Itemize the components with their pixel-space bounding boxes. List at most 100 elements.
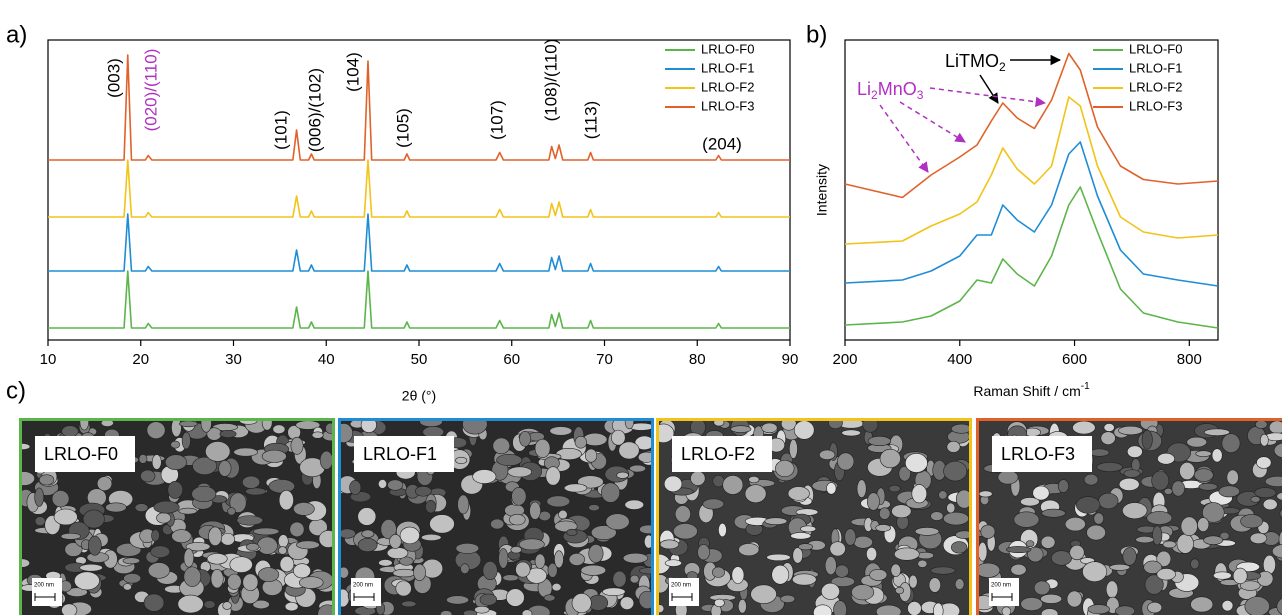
particle — [619, 442, 639, 459]
image-label: LRLO-F0 — [44, 444, 118, 464]
annotation-text: Li — [857, 79, 871, 99]
particle — [1213, 572, 1231, 580]
scale-label: 200 nm — [671, 583, 691, 589]
particle — [981, 525, 995, 539]
particle — [915, 527, 939, 535]
particle — [1260, 434, 1268, 446]
legend-label: LRLO-F3 — [701, 98, 754, 113]
particle — [499, 548, 508, 568]
legend-label: LRLO-F3 — [1129, 98, 1182, 113]
particle — [273, 425, 285, 434]
particle — [575, 436, 587, 448]
particle — [976, 563, 1000, 578]
particle — [52, 490, 69, 507]
particle — [74, 572, 99, 590]
particle — [826, 483, 836, 495]
particle — [35, 517, 45, 526]
particle — [246, 543, 259, 550]
particle — [835, 565, 848, 577]
particle — [312, 432, 323, 439]
particle — [228, 574, 242, 590]
particle — [1251, 496, 1260, 502]
particle — [393, 569, 416, 577]
particle — [842, 430, 861, 436]
particle — [1070, 545, 1085, 560]
particle — [246, 488, 267, 495]
x-tick-label: 70 — [596, 351, 613, 368]
particle — [931, 567, 956, 574]
particle — [1177, 534, 1194, 553]
series-line — [48, 271, 790, 328]
particle — [866, 547, 876, 560]
particle — [184, 567, 201, 587]
particle — [257, 537, 277, 554]
particle — [1076, 497, 1100, 514]
particle — [503, 575, 519, 581]
x-tick-label: 200 — [832, 351, 857, 368]
particle — [15, 443, 30, 449]
particle — [458, 495, 469, 514]
particle — [61, 533, 80, 539]
particle — [414, 564, 426, 581]
particle — [1204, 536, 1223, 545]
particle — [1269, 421, 1282, 434]
peak-label: (006)/(102) — [305, 68, 324, 152]
particle — [269, 479, 295, 493]
annotation-text: LiTMO — [945, 51, 999, 71]
peak-label: (204) — [702, 134, 742, 153]
particle — [895, 587, 903, 594]
particle — [223, 602, 232, 610]
particle — [798, 544, 812, 550]
particle — [61, 604, 76, 615]
particle — [179, 421, 197, 427]
particle — [293, 502, 314, 515]
particle — [546, 467, 561, 486]
particle — [564, 484, 587, 492]
particle — [879, 508, 890, 520]
particle — [1172, 481, 1185, 496]
particle — [242, 476, 259, 488]
particle — [362, 530, 374, 538]
particle — [530, 502, 541, 520]
particle — [221, 533, 235, 545]
particle — [714, 599, 724, 607]
particle — [738, 599, 746, 613]
legend-label: LRLO-F0 — [1129, 41, 1182, 56]
particle — [602, 588, 625, 596]
x-tick-label: 20 — [132, 351, 149, 368]
particle — [165, 455, 186, 470]
particle — [792, 574, 816, 585]
particle — [54, 509, 77, 525]
particle — [1058, 480, 1068, 493]
particle — [821, 583, 839, 599]
particle — [506, 589, 524, 607]
particle — [230, 557, 253, 573]
particle — [775, 460, 794, 476]
particle — [262, 416, 272, 431]
y-axis-label: Intensity — [814, 164, 830, 216]
particle — [237, 516, 263, 526]
particle — [905, 453, 927, 472]
particle — [1087, 525, 1106, 540]
particle — [227, 508, 235, 516]
particle — [1219, 486, 1240, 497]
particle — [955, 579, 964, 590]
particle — [285, 602, 298, 611]
particle — [1011, 564, 1026, 575]
particle — [516, 562, 531, 577]
scale-label: 200 nm — [991, 583, 1011, 589]
particle — [62, 426, 79, 437]
x-tick-label: 400 — [947, 351, 972, 368]
particle — [1123, 548, 1136, 566]
particle — [825, 556, 836, 574]
particle — [943, 512, 968, 525]
particle — [1002, 607, 1011, 615]
particle — [209, 527, 222, 546]
series-line — [48, 214, 790, 271]
peak-label: (003) — [104, 58, 123, 98]
particle — [421, 534, 441, 540]
legend-label: LRLO-F1 — [1129, 60, 1182, 75]
particle — [918, 560, 927, 568]
legend-label: LRLO-F0 — [701, 41, 754, 56]
annotation: LiTMO2 — [945, 51, 1006, 74]
